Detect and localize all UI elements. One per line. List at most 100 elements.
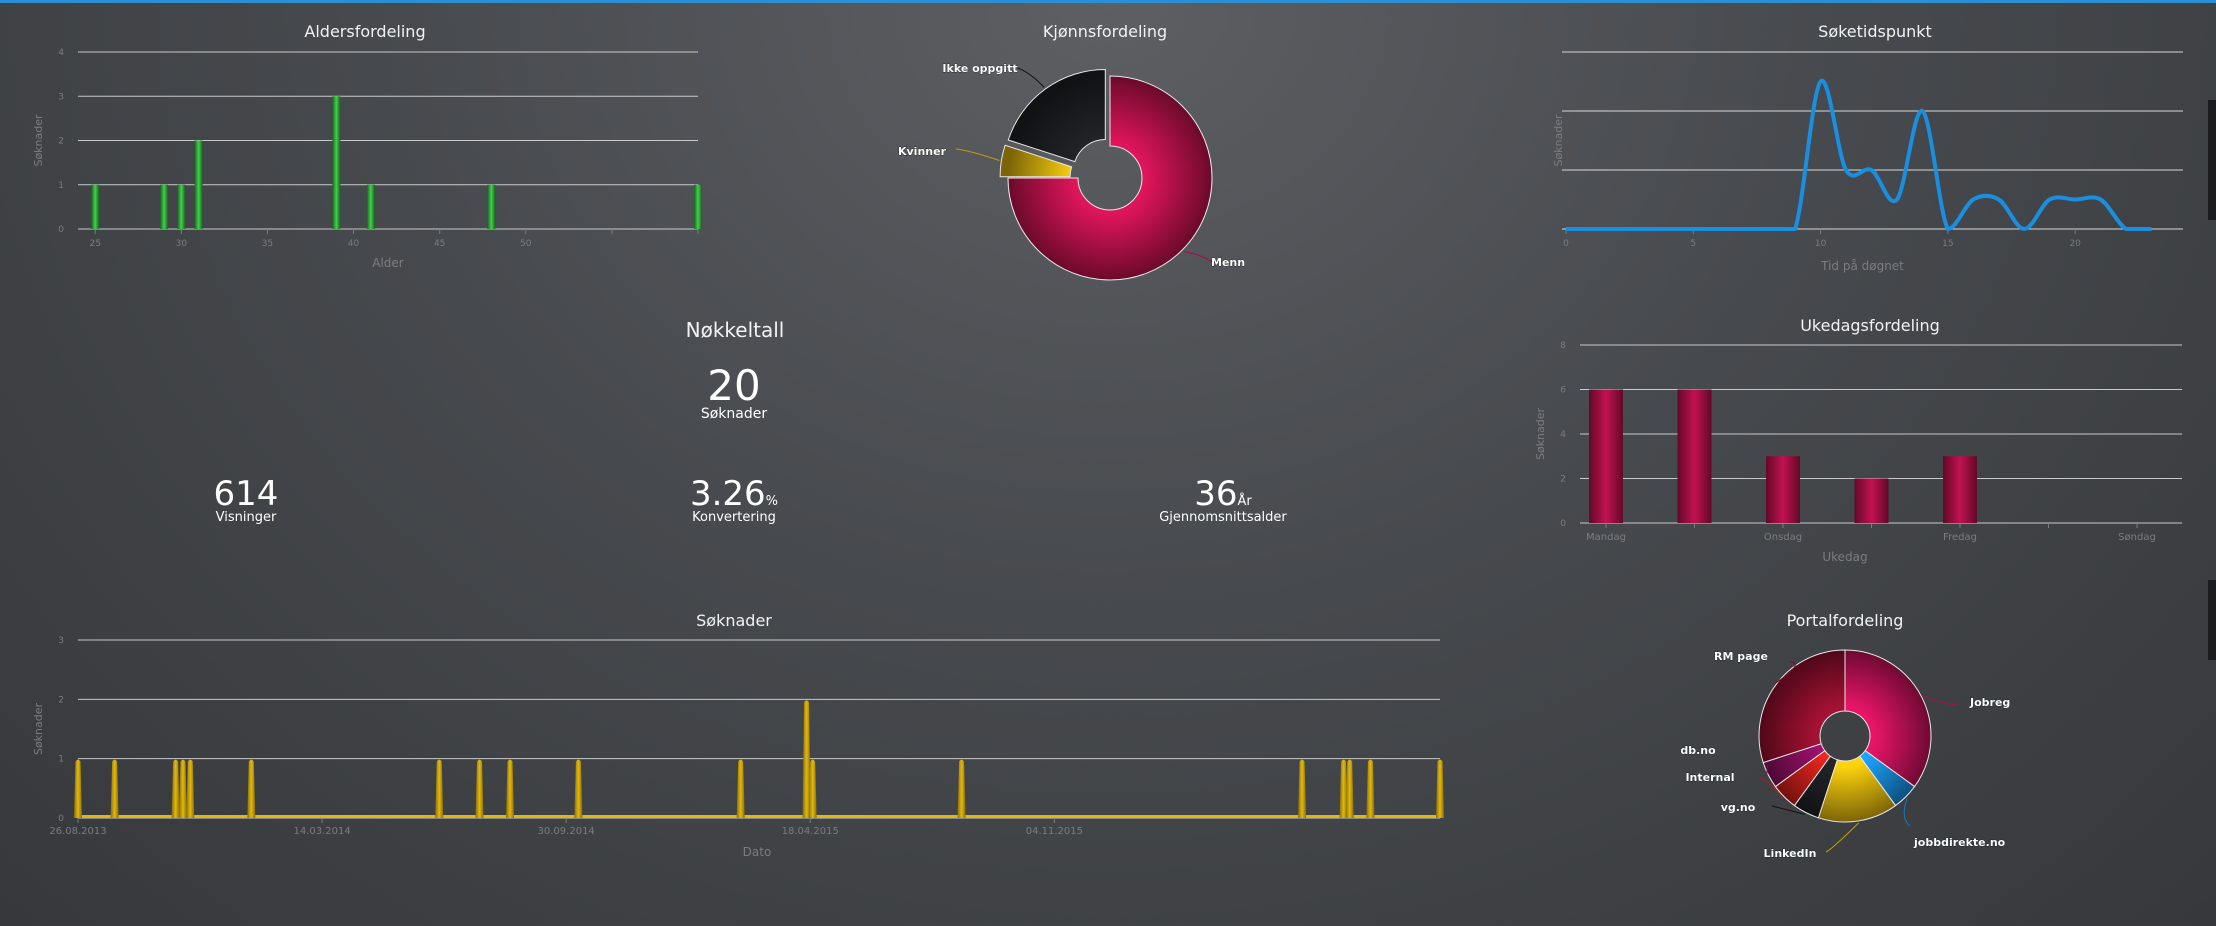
applications-chart-title: Søknader [696, 611, 772, 630]
kpi-conversion-label: Konvertering [692, 510, 776, 525]
weekday-y-tick-label: 8 [1560, 341, 1566, 351]
gender-slice-menn [1007, 75, 1213, 281]
applications-spike [110, 759, 119, 818]
age-bar [160, 184, 169, 229]
gender-slice-label: Ikke oppgitt [942, 62, 1017, 75]
weekday-y-axis-label: Søknader [1534, 407, 1547, 460]
time-x-tick-label: 20 [2069, 239, 2081, 249]
applications-spike [808, 759, 817, 818]
kpi-applications-label: Søknader [700, 406, 768, 422]
applications-y-tick-label: 1 [58, 755, 64, 765]
kpi-applications-value: 20 [707, 361, 761, 410]
age-bar [194, 140, 203, 229]
weekday-x-tick-label: Mandag [1586, 532, 1626, 543]
portal-slice-label: Jobreg [1969, 696, 2010, 709]
gender-chart-plot: Menn Kvinner Ikke oppgitt [898, 62, 1245, 281]
applications-spike [957, 759, 966, 818]
weekday-y-tick-label: 2 [1560, 475, 1566, 485]
weekday-chart-title: Ukedagsfordeling [1800, 316, 1940, 335]
applications-x-tick-label: 18.04.2015 [782, 826, 839, 837]
portal-slice-jobreg [1844, 649, 1932, 788]
kpi-avgage-label: Gjennomsnittsalder [1159, 510, 1287, 525]
weekday-y-tick-label: 6 [1560, 386, 1566, 396]
kpi-views-label: Visninger [215, 510, 277, 525]
age-x-tick-label: 50 [520, 239, 532, 249]
age-y-tick-label: 4 [58, 48, 64, 58]
gender-chart-title: Kjønnsfordeling [1042, 22, 1168, 41]
time-x-axis-label: Tid på døgnet [1820, 259, 1904, 273]
right-edge-bar [2208, 100, 2216, 220]
portal-slice-label: db.no [1680, 744, 1716, 757]
applications-spike [247, 759, 256, 818]
age-chart: Aldersfordeling 0 1 2 3 4 Søknader Alder 25 30 35… [0, 0, 740, 290]
weekday-x-tick-label: Søndag [2118, 532, 2156, 543]
kpi-avgage-unit: År [1237, 494, 1252, 509]
time-chart-title: Søketidspunkt [1818, 22, 1932, 41]
weekday-x-tick-label: Fredag [1943, 532, 1977, 543]
gender-slice-label: Menn [1211, 256, 1245, 269]
applications-spike [1366, 759, 1375, 818]
applications-spike [802, 700, 811, 818]
applications-y-tick-label: 2 [58, 695, 64, 705]
applications-spike [74, 759, 82, 818]
weekday-bar [1943, 456, 1977, 523]
time-x-tick-label: 10 [1815, 239, 1827, 249]
age-x-tick-label: 25 [89, 239, 100, 249]
gender-slice-ikke-oppgitt [1007, 69, 1106, 163]
kpi-conversion: 3.26% Konvertering [634, 476, 834, 525]
portal-slice-linkedin [1817, 755, 1897, 823]
age-y-axis-label: Søknader [32, 114, 45, 167]
portal-label-connector [1759, 777, 1784, 799]
gender-label-connector [1183, 251, 1213, 263]
age-bar [487, 184, 496, 229]
age-x-tick-label: 30 [176, 239, 188, 249]
age-x-axis-label: Alder [372, 256, 404, 270]
applications-spike [186, 759, 195, 818]
applications-spike [1436, 759, 1444, 818]
age-chart-plot: 0 1 2 3 4 Søknader Alder 25 30 35 40 45 50 [32, 48, 702, 270]
kpi-avgage-value: 36 [1194, 474, 1238, 514]
applications-y-tick-label: 0 [58, 814, 64, 824]
weekday-y-tick-label: 0 [1560, 519, 1566, 529]
time-x-tick-label: 5 [1690, 239, 1696, 249]
kpi-avgage: 36År Gjennomsnittsalder [1123, 476, 1323, 525]
age-x-tick-label: 40 [348, 239, 360, 249]
weekday-x-axis-label: Ukedag [1822, 550, 1867, 564]
time-y-axis-label: Søknader [1552, 114, 1565, 167]
applications-chart: Søknader 0 1 2 3 Søknader Dato 26.08.2013 14.03… [0, 600, 1460, 900]
applications-spike [1298, 759, 1307, 818]
kpi-views-value: 614 [213, 474, 279, 514]
right-edge-bar-lower [2208, 580, 2216, 660]
portal-slice-label: jobbdirekte.no [1913, 836, 2006, 849]
time-chart: Søketidspunkt Søknader Tid på døgnet 0 5 10 1… [1540, 0, 2210, 290]
portal-chart-plot: Jobreg jobbdirekte.no LinkedIn vg.no Interna… [1680, 649, 2010, 860]
applications-spike [736, 759, 745, 818]
portal-slice-label: RM page [1714, 650, 1768, 663]
top-accent-line [0, 0, 2216, 3]
time-x-tick-label: 15 [1942, 239, 1953, 249]
applications-x-tick-label: 14.03.2014 [293, 826, 350, 837]
age-bar [91, 184, 100, 229]
applications-spike [506, 759, 515, 818]
weekday-bar [1766, 456, 1800, 523]
gender-chart: Kjønnsfordeling Menn Kvinner Ikke oppgitt [860, 0, 1350, 290]
time-series-line [1565, 79, 2152, 232]
gender-label-connector [955, 148, 1000, 161]
weekday-y-tick-label: 4 [1560, 430, 1566, 440]
applications-x-tick-label: 30.09.2014 [538, 826, 595, 837]
time-chart-plot: Søknader Tid på døgnet 0 5 10 15 20 [1552, 51, 2183, 273]
applications-y-tick-label: 3 [58, 636, 64, 646]
applications-spike [1345, 759, 1354, 818]
age-chart-title: Aldersfordeling [304, 22, 426, 41]
applications-x-tick-label: 26.08.2013 [49, 826, 106, 837]
portal-label-connector [1825, 822, 1860, 853]
portal-slice-label: LinkedIn [1764, 847, 1817, 860]
age-bar [177, 184, 186, 229]
portal-label-connector [1923, 695, 1959, 705]
age-y-tick-label: 0 [58, 225, 64, 235]
age-y-tick-label: 2 [58, 137, 64, 147]
age-bar [332, 96, 341, 229]
kpi-panel: Nøkkeltall 20 Søknader 614 Visninger 3.2… [0, 300, 1470, 550]
kpi-applications: 20 Søknader [634, 361, 834, 423]
age-bar [366, 184, 375, 229]
